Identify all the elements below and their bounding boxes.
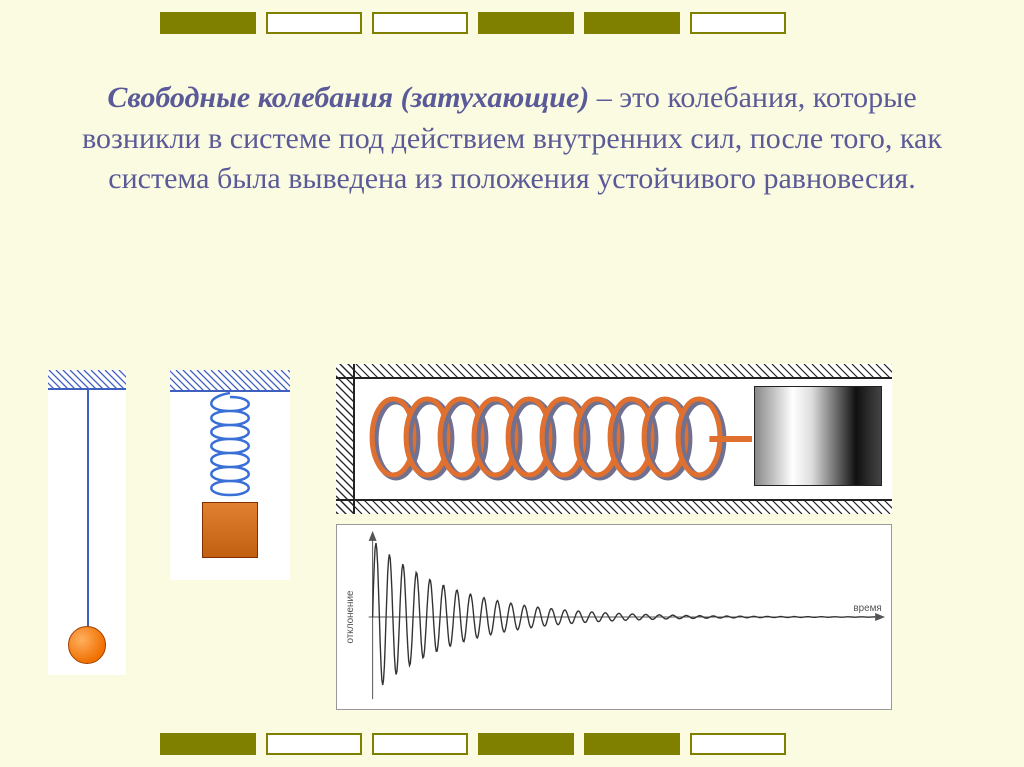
decor-bar-bottom [160,733,786,755]
damped-chart-svg: отклонение время [337,525,891,709]
decor-segment [478,733,574,755]
pendulum-string [87,388,89,628]
decor-segment [266,12,362,34]
decor-segment [690,12,786,34]
slide-title: Свободные колебания (затухающие) – это к… [60,78,964,200]
decor-segment [266,733,362,755]
decor-bar-top [160,12,786,34]
decor-segment [584,12,680,34]
title-emphasis: Свободные колебания (затухающие) [107,81,589,114]
figure-spring-vertical [170,370,290,580]
decor-segment [372,12,468,34]
spring-v-coils [200,392,260,512]
decor-segment [160,733,256,755]
spring-h-mass-block [754,386,882,486]
pendulum-ceiling [48,370,126,390]
decor-segment [160,12,256,34]
decor-segment [690,733,786,755]
decor-segment [478,12,574,34]
figure-pendulum [48,370,126,675]
figure-damped-chart: отклонение время [336,524,892,710]
figure-spring-horizontal [336,364,892,514]
decor-segment [584,733,680,755]
decor-segment [372,733,468,755]
spring-v-ceiling [170,370,290,392]
svg-text:отклонение: отклонение [345,590,356,644]
pendulum-bob [68,626,106,664]
svg-text:время: время [853,603,881,614]
spring-v-mass [202,502,258,558]
title-dash: – [589,81,619,114]
